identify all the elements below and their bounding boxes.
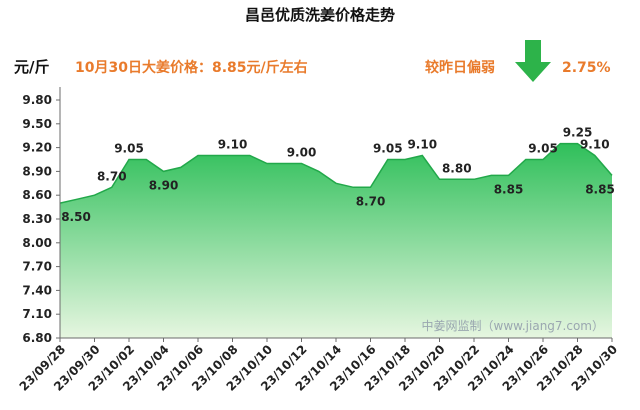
data-label: 8.70 <box>97 169 127 183</box>
data-label: 9.25 <box>563 126 593 140</box>
y-tick-label: 6.80 <box>22 331 52 345</box>
x-axis-ticks: 23/09/2823/09/3023/10/0223/10/0423/10/06… <box>17 338 620 394</box>
data-label: 9.00 <box>287 145 317 159</box>
data-label: 8.50 <box>61 210 91 224</box>
data-label: 9.05 <box>373 142 403 156</box>
data-label: 9.05 <box>528 142 558 156</box>
y-tick-label: 8.00 <box>22 236 52 250</box>
data-label: 8.70 <box>356 194 386 208</box>
data-label: 9.10 <box>218 138 248 152</box>
y-axis-ticks: 6.80 7.10 7.40 7.70 8.00 8.30 8.60 8.90 9.20 9.50… <box>22 93 60 345</box>
y-tick-label: 7.70 <box>22 260 52 274</box>
price-area-fill <box>60 143 612 338</box>
y-tick-label: 9.80 <box>22 93 52 107</box>
data-label: 8.85 <box>585 182 615 196</box>
headline-text: 10月30日大姜价格：8.85元/斤左右 <box>75 59 308 76</box>
y-tick-label: 8.30 <box>22 212 52 226</box>
data-label: 8.80 <box>442 161 472 175</box>
compare-label: 较昨日偏弱 <box>425 59 495 76</box>
y-tick-label: 8.90 <box>22 164 52 178</box>
y-tick-label: 7.10 <box>22 307 52 321</box>
down-arrow-icon <box>515 40 551 82</box>
data-label: 8.90 <box>149 178 179 192</box>
data-label: 9.05 <box>114 142 144 156</box>
data-label: 9.10 <box>580 138 610 152</box>
unit-label: 元/斤 <box>14 58 49 76</box>
watermark: 中姜网监制（www.jiang7.com） <box>422 318 604 333</box>
price-area-series <box>59 142 613 338</box>
chart-title: 昌邑优质洗姜价格走势 <box>245 6 395 24</box>
compare-percent: 2.75% <box>562 60 611 76</box>
data-label: 9.10 <box>407 138 437 152</box>
y-tick-label: 9.20 <box>22 141 52 155</box>
data-label: 8.85 <box>494 182 524 196</box>
y-tick-label: 8.60 <box>22 188 52 202</box>
price-line <box>59 142 613 204</box>
y-tick-label: 9.50 <box>22 117 52 131</box>
y-tick-label: 7.40 <box>22 283 52 297</box>
data-labels: 8.50 8.70 9.05 8.90 9.10 9.00 8.70 9.05 9.10 8.80… <box>61 126 615 225</box>
